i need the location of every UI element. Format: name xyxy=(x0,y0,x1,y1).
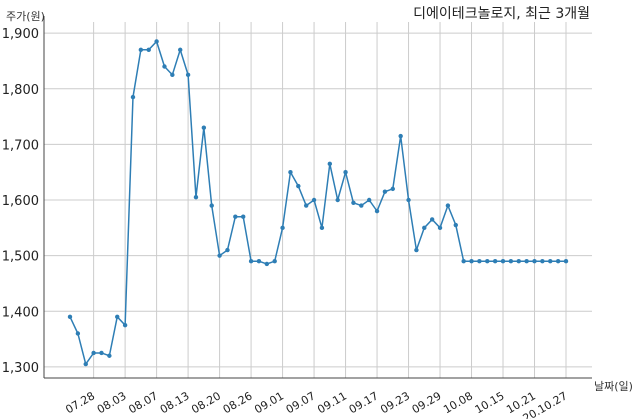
data-point xyxy=(201,125,207,130)
data-point xyxy=(264,261,270,267)
data-point xyxy=(485,258,490,264)
data-point xyxy=(563,258,569,264)
x-tick-label: 10.15 xyxy=(473,389,507,416)
data-point xyxy=(366,197,372,203)
data-point xyxy=(296,183,301,189)
data-point xyxy=(209,203,214,208)
x-tick-label: 08.26 xyxy=(221,389,255,416)
data-point xyxy=(185,72,191,78)
y-tick-labels: 1,300 1,400 1,500 1,600 1,700 1,800 1,900 xyxy=(2,27,39,376)
data-point xyxy=(217,253,222,258)
data-point xyxy=(343,169,348,175)
data-point xyxy=(288,169,293,175)
data-point xyxy=(390,186,395,192)
data-point xyxy=(335,197,340,203)
data-point xyxy=(280,225,285,231)
data-point xyxy=(107,353,112,358)
data-point xyxy=(359,203,364,208)
data-point xyxy=(146,47,151,53)
data-point xyxy=(83,361,88,367)
series-line xyxy=(69,40,566,366)
data-point xyxy=(351,200,356,205)
data-point xyxy=(524,258,529,264)
y-tick-label: 1,600 xyxy=(2,194,39,209)
data-point xyxy=(398,133,403,139)
data-point xyxy=(445,203,451,208)
data-point xyxy=(67,314,73,320)
x-tick-label: 08.20 xyxy=(189,389,223,416)
data-point xyxy=(154,39,159,44)
data-point xyxy=(500,258,506,264)
x-tick-label: 08.07 xyxy=(126,389,160,416)
data-point xyxy=(233,214,238,219)
data-point xyxy=(311,197,317,203)
y-tick-label: 1,400 xyxy=(2,305,39,320)
axes xyxy=(43,16,592,379)
x-tick-label: 07.28 xyxy=(63,389,97,416)
data-point xyxy=(437,225,443,231)
data-point xyxy=(414,247,419,253)
y-tick-label: 1,500 xyxy=(2,250,39,265)
data-point xyxy=(548,258,553,264)
data-point xyxy=(130,94,136,100)
x-tick-label: 09.01 xyxy=(252,389,286,416)
data-point xyxy=(532,258,537,264)
data-point xyxy=(453,222,458,228)
data-point xyxy=(469,258,474,264)
data-point xyxy=(99,350,104,356)
x-tick-labels: 07.2808.0308.0708.1308.2008.2609.0109.07… xyxy=(63,389,569,419)
data-point xyxy=(429,217,435,222)
data-point xyxy=(422,225,427,231)
data-point xyxy=(477,258,482,264)
x-tick-label: 09.07 xyxy=(284,389,318,416)
data-point xyxy=(406,197,411,203)
data-point xyxy=(241,214,246,219)
data-point xyxy=(374,208,380,214)
data-point xyxy=(170,72,175,78)
x-axis-label: 날짜(일) xyxy=(594,379,633,393)
y-tick-label: 1,900 xyxy=(2,27,39,42)
x-tick-label: 08.03 xyxy=(95,389,129,416)
data-point xyxy=(256,258,262,264)
data-point xyxy=(382,189,388,194)
y-tick-label: 1,800 xyxy=(2,83,39,98)
x-tick-label: 09.23 xyxy=(378,389,412,416)
data-point xyxy=(508,258,514,264)
data-point xyxy=(115,314,120,320)
price-series xyxy=(67,39,569,367)
x-tick-label: 08.13 xyxy=(158,389,192,416)
x-tick-label: 10.08 xyxy=(441,389,475,416)
y-tick-label: 1,700 xyxy=(2,138,39,153)
data-point xyxy=(516,258,521,264)
x-tick-label: 09.11 xyxy=(315,389,349,416)
x-tick-label: 09.17 xyxy=(347,389,381,416)
chart-title: 디에이테크놀로지, 최근 3개월 xyxy=(413,6,590,22)
data-point xyxy=(138,47,144,53)
y-axis-label: 주가(원) xyxy=(6,10,45,23)
data-point xyxy=(248,258,254,264)
data-point xyxy=(319,225,325,231)
y-tick-label: 1,300 xyxy=(2,361,39,376)
data-point xyxy=(303,203,309,208)
data-point xyxy=(162,64,167,69)
data-point xyxy=(225,247,230,253)
data-point xyxy=(75,331,81,336)
data-point xyxy=(555,258,561,264)
data-point xyxy=(178,47,183,53)
data-point xyxy=(193,195,199,200)
data-point xyxy=(91,350,96,356)
data-point xyxy=(492,258,498,264)
data-point xyxy=(327,161,333,167)
data-point xyxy=(122,322,128,328)
data-point xyxy=(272,258,277,264)
data-point xyxy=(540,258,545,264)
data-point xyxy=(461,258,466,264)
x-tick-label: 09.29 xyxy=(410,389,444,416)
